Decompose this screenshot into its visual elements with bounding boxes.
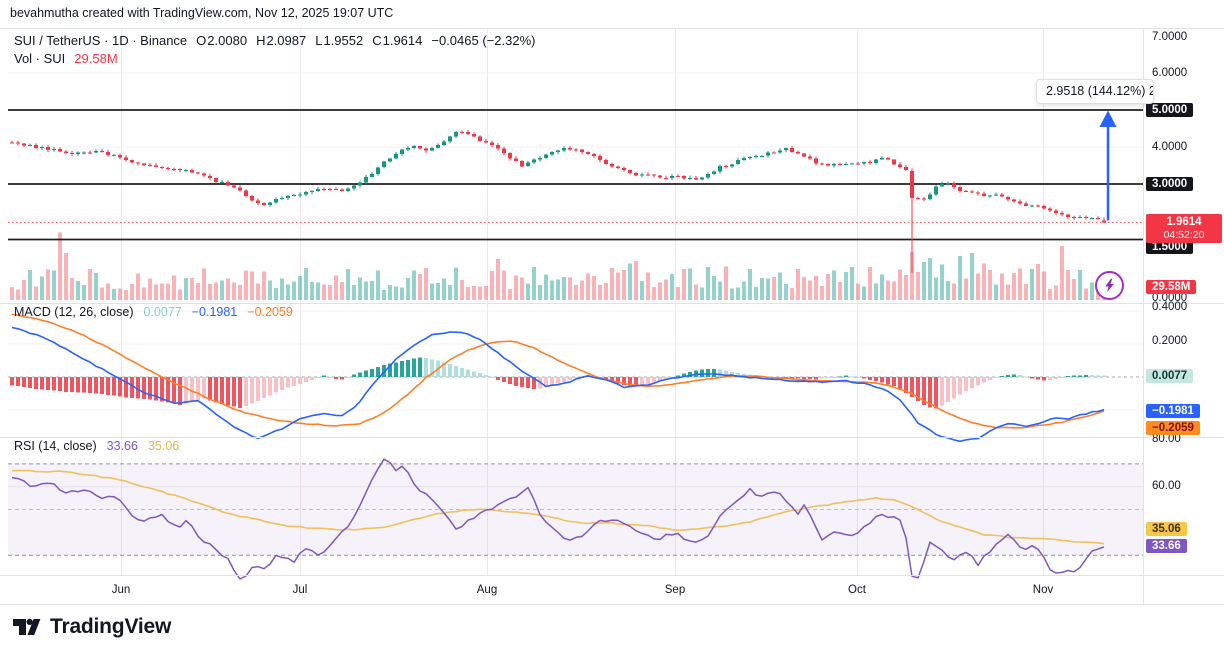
macd-line-value: −0.1981	[191, 305, 238, 319]
svg-text:Oct: Oct	[848, 584, 867, 596]
rsi-pane	[11, 458, 1105, 580]
macd-pane	[10, 313, 1106, 443]
tradingview-logo[interactable]: TradingView	[13, 615, 171, 639]
rsi-ma-value: 35.06	[147, 439, 180, 453]
volume-legend[interactable]: Vol · SUI 29.58M	[14, 51, 118, 66]
price-tick-4: 4.0000	[1152, 141, 1188, 153]
close-value: 1.9614	[382, 33, 423, 48]
candles	[10, 129, 1106, 273]
macd-signal-chip: −0.2059	[1146, 421, 1200, 435]
high-label: H	[256, 33, 266, 48]
svg-text:Jul: Jul	[293, 584, 308, 596]
volume-zero-tick: 0.0000	[1152, 292, 1188, 304]
volume-value: 29.58M	[74, 51, 118, 66]
macd-line-chip: −0.1981	[1146, 404, 1200, 418]
rsi-value: 33.66	[106, 439, 138, 453]
tradingview-logo-text: TradingView	[50, 615, 172, 638]
attribution-text: bevahmutha created with TradingView.com,…	[10, 6, 394, 20]
ray-chip-5: 5.0000	[1146, 103, 1194, 117]
svg-text:Sep: Sep	[665, 584, 685, 596]
macd-tick-02: 0.2000	[1152, 335, 1188, 347]
open-label: O	[196, 33, 207, 48]
macd-tick-04: 0.4000	[1152, 301, 1188, 313]
ray-chip-3: 3.0000	[1146, 177, 1194, 191]
last-price-value: 1.9614	[1166, 216, 1202, 228]
price-tick-6: 6.0000	[1152, 67, 1188, 79]
volume-label: Vol · SUI	[14, 51, 66, 66]
macd-legend[interactable]: MACD (12, 26, close) 0.0077 −0.1981 −0.2…	[14, 305, 293, 319]
volume-bars	[10, 232, 1106, 300]
bar-countdown: 04:52:20	[1163, 229, 1205, 241]
svg-text:Aug: Aug	[477, 584, 497, 596]
macd-signal-value: −0.2059	[247, 305, 293, 319]
last-price-chip: 1.9614 04:52:20	[1146, 214, 1222, 243]
open-value: 2.0080	[207, 33, 248, 48]
symbol-title: SUI / TetherUS · 1D · Binance	[14, 33, 188, 48]
low-label: L	[315, 33, 323, 48]
lightning-icon	[1105, 278, 1114, 293]
ray-chip-1-5: 1.5000	[1146, 240, 1194, 254]
rsi-tick-60: 60.00	[1152, 480, 1181, 492]
volume-chip: 29.58M	[1146, 280, 1197, 294]
low-value: 1.9552	[323, 33, 364, 48]
close-label: C	[372, 33, 382, 48]
rsi-ma-chip: 35.06	[1146, 522, 1187, 536]
svg-text:Jun: Jun	[112, 584, 131, 596]
high-value: 2.0987	[266, 33, 307, 48]
macd-hist-chip: 0.0077	[1146, 369, 1194, 383]
tradingview-mark-icon	[13, 618, 41, 635]
change-value: −0.0465 (−2.32%)	[431, 33, 536, 48]
rsi-chip: 33.66	[1146, 539, 1187, 553]
macd-hist-value: 0.0077	[143, 305, 182, 319]
boost-button[interactable]	[1095, 271, 1124, 300]
measure-tooltip: 2.9518 (144.12%) 2	[1036, 79, 1154, 104]
svg-text:Nov: Nov	[1033, 584, 1054, 596]
macd-title: MACD (12, 26, close)	[14, 305, 134, 319]
price-tick-7: 7.0000	[1152, 31, 1188, 43]
rsi-tick-80: 80.00	[1152, 433, 1181, 445]
rsi-title: RSI (14, close)	[14, 439, 97, 453]
rsi-legend[interactable]: RSI (14, close) 33.66 35.06	[14, 439, 179, 453]
time-axis: Jun Jul Aug Sep Oct Nov	[112, 584, 1054, 596]
